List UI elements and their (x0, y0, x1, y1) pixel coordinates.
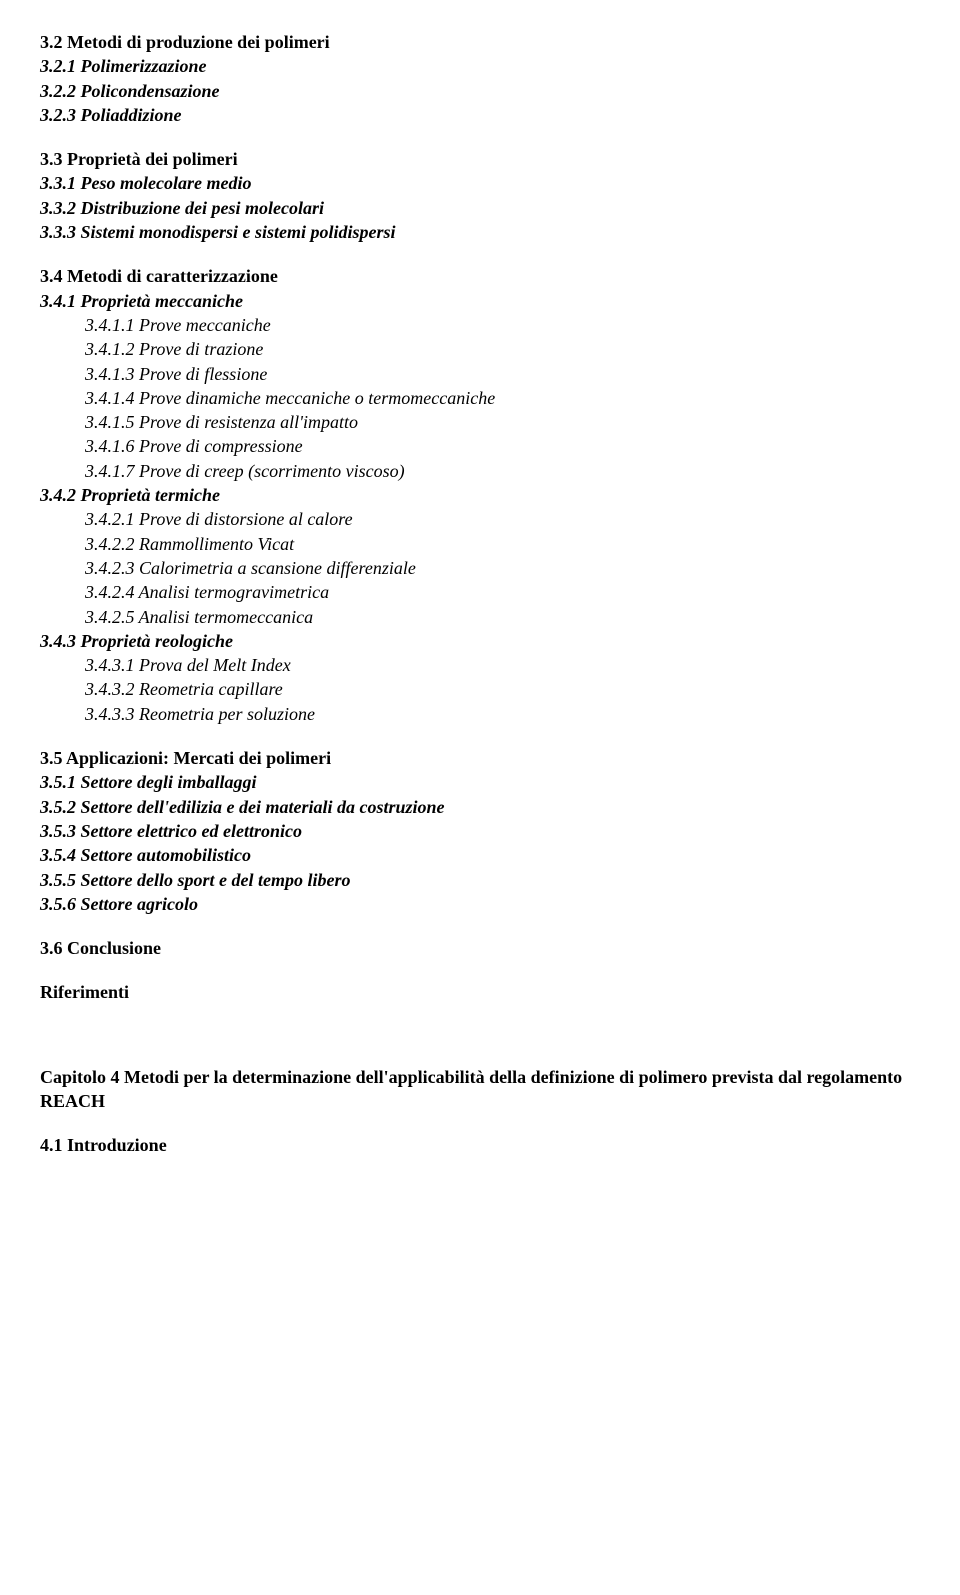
sec-3-5-1: 3.5.1 Settore degli imballaggi (40, 770, 920, 794)
sec-3-4-1-3: 3.4.1.3 Prove di flessione (40, 362, 920, 386)
section-3-5: 3.5 Applicazioni: Mercati dei polimeri 3… (40, 746, 920, 916)
sec-3-4-1-1: 3.4.1.1 Prove meccaniche (40, 313, 920, 337)
sec-3-4-3: 3.4.3 Proprietà reologiche (40, 629, 920, 653)
section-3-2: 3.2 Metodi di produzione dei polimeri 3.… (40, 30, 920, 127)
sec-3-4-2-1: 3.4.2.1 Prove di distorsione al calore (40, 507, 920, 531)
sec-3-3-2: 3.3.2 Distribuzione dei pesi molecolari (40, 196, 920, 220)
sec-3-2-3: 3.2.3 Poliaddizione (40, 103, 920, 127)
sec-3-5-3: 3.5.3 Settore elettrico ed elettronico (40, 819, 920, 843)
sec-3-5-6: 3.5.6 Settore agricolo (40, 892, 920, 916)
sec-3-3-1: 3.3.1 Peso molecolare medio (40, 171, 920, 195)
sec-3-6-title: 3.6 Conclusione (40, 936, 920, 960)
sec-3-2-2: 3.2.2 Policondensazione (40, 79, 920, 103)
sec-3-4-3-1: 3.4.3.1 Prova del Melt Index (40, 653, 920, 677)
sec-3-5-2: 3.5.2 Settore dell'edilizia e dei materi… (40, 795, 920, 819)
section-3-4: 3.4 Metodi di caratterizzazione 3.4.1 Pr… (40, 264, 920, 726)
sec-3-5-4: 3.5.4 Settore automobilistico (40, 843, 920, 867)
sec-3-4-2-3: 3.4.2.3 Calorimetria a scansione differe… (40, 556, 920, 580)
sec-3-2-title: 3.2 Metodi di produzione dei polimeri (40, 30, 920, 54)
sec-3-2-1: 3.2.1 Polimerizzazione (40, 54, 920, 78)
section-3-6: 3.6 Conclusione (40, 936, 920, 960)
sec-3-4-title: 3.4 Metodi di caratterizzazione (40, 264, 920, 288)
sec-4-1-title: 4.1 Introduzione (40, 1133, 920, 1157)
sec-3-4-2-2: 3.4.2.2 Rammollimento Vicat (40, 532, 920, 556)
sec-3-4-2-4: 3.4.2.4 Analisi termogravimetrica (40, 580, 920, 604)
sec-3-3-3: 3.3.3 Sistemi monodispersi e sistemi pol… (40, 220, 920, 244)
chapter-4-title: Capitolo 4 Metodi per la determinazione … (40, 1065, 920, 1114)
sec-3-4-1: 3.4.1 Proprietà meccaniche (40, 289, 920, 313)
sec-3-5-5: 3.5.5 Settore dello sport e del tempo li… (40, 868, 920, 892)
sec-3-4-3-2: 3.4.3.2 Reometria capillare (40, 677, 920, 701)
references: Riferimenti (40, 980, 920, 1004)
sec-3-4-1-6: 3.4.1.6 Prove di compressione (40, 434, 920, 458)
sec-3-4-1-5: 3.4.1.5 Prove di resistenza all'impatto (40, 410, 920, 434)
sec-3-4-2: 3.4.2 Proprietà termiche (40, 483, 920, 507)
references-title: Riferimenti (40, 980, 920, 1004)
sec-3-4-1-7: 3.4.1.7 Prove di creep (scorrimento visc… (40, 459, 920, 483)
sec-3-3-title: 3.3 Proprietà dei polimeri (40, 147, 920, 171)
sec-3-4-3-3: 3.4.3.3 Reometria per soluzione (40, 702, 920, 726)
section-3-3: 3.3 Proprietà dei polimeri 3.3.1 Peso mo… (40, 147, 920, 244)
sec-3-4-1-2: 3.4.1.2 Prove di trazione (40, 337, 920, 361)
sec-3-5-title: 3.5 Applicazioni: Mercati dei polimeri (40, 746, 920, 770)
section-4-1: 4.1 Introduzione (40, 1133, 920, 1157)
sec-3-4-1-4: 3.4.1.4 Prove dinamiche meccaniche o ter… (40, 386, 920, 410)
sec-3-4-2-5: 3.4.2.5 Analisi termomeccanica (40, 605, 920, 629)
chapter-4: Capitolo 4 Metodi per la determinazione … (40, 1065, 920, 1114)
